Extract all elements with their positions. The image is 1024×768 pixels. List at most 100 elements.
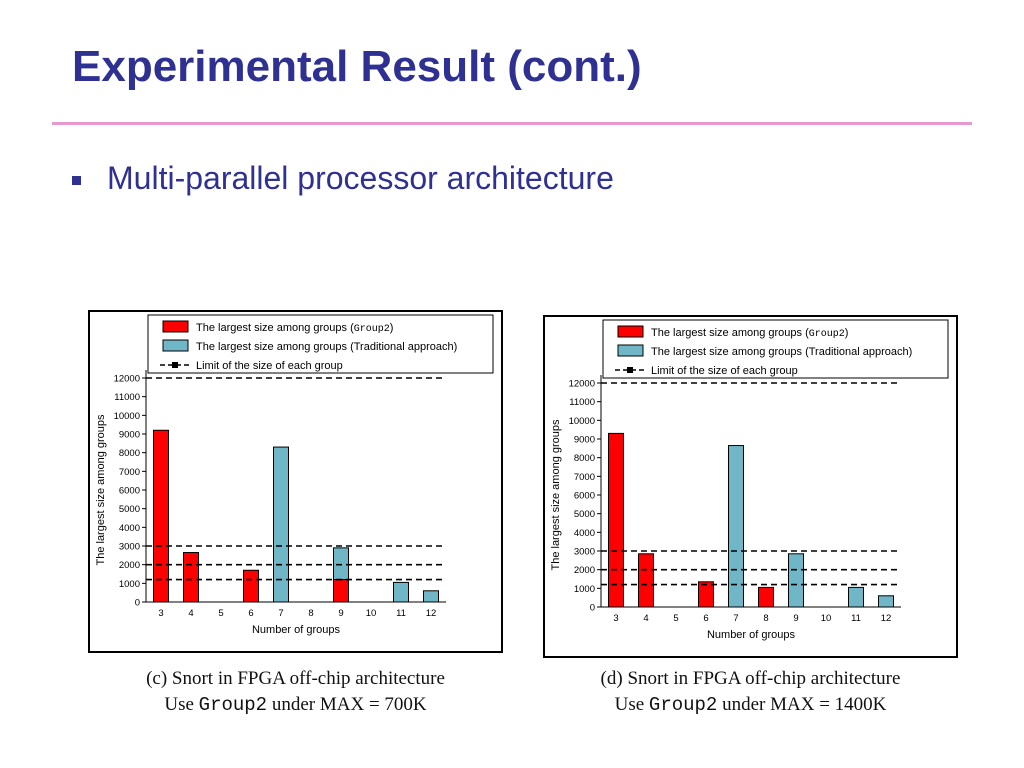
chart-panel-c: The largest size among groups (Group2) Th… [88, 310, 503, 653]
x-tick-label-11: 11 [396, 608, 406, 619]
bullet-square-icon [72, 176, 81, 185]
bar-traditional-7 [728, 445, 744, 608]
legend-swatch-0 [617, 325, 644, 338]
caption-d: (d) Snort in FPGA off-chip architecture … [543, 666, 958, 718]
y-tick-label-9000: 9000 [574, 435, 595, 446]
x-tick-label-3: 3 [158, 608, 163, 619]
legend-swatch-1 [617, 344, 644, 357]
legend-label-0: The largest size among groups (Group2) [651, 327, 848, 340]
legend-label-0: The largest size among groups (Group2) [196, 322, 393, 335]
legend-label-tail-0: ) [845, 327, 849, 339]
x-axis-title: Number of groups [707, 629, 796, 641]
x-tick-label-9: 9 [793, 613, 798, 624]
y-tick-label-5000: 5000 [119, 504, 140, 515]
x-tick-label-12: 12 [881, 613, 892, 624]
bar-traditional-9 [788, 553, 804, 608]
x-tick-label-6: 6 [248, 608, 253, 619]
y-tick-label-7000: 7000 [574, 472, 595, 483]
bar-traditional-11 [393, 581, 409, 603]
y-tick-label-8000: 8000 [119, 448, 140, 459]
y-tick-label-3000: 3000 [119, 542, 140, 553]
y-tick-label-11000: 11000 [114, 392, 140, 403]
slide-title: Experimental Result (cont.) [72, 42, 642, 91]
bar-traditional-11 [848, 586, 864, 608]
y-tick-label-8000: 8000 [574, 453, 595, 464]
legend-label-text-0: The largest size among groups ( [196, 322, 354, 334]
legend-label-text-1: The largest size among groups (Tradition… [651, 346, 912, 358]
legend-label-text-2: Limit of the size of each group [196, 360, 343, 372]
x-tick-label-7: 7 [278, 608, 283, 619]
x-tick-label-3: 3 [613, 613, 618, 624]
bar-traditional-7 [273, 446, 289, 603]
chart-panel-d: The largest size among groups (Group2) Th… [543, 315, 958, 658]
y-tick-label-4000: 4000 [119, 523, 140, 534]
bar-traditional-12 [878, 595, 894, 608]
legend-box [147, 314, 494, 374]
x-tick-label-4: 4 [188, 608, 193, 619]
bullet-text: Multi-parallel processor architecture [107, 160, 614, 196]
legend-label-text-0: The largest size among groups ( [651, 327, 809, 339]
y-tick-label-1000: 1000 [119, 579, 140, 590]
legend-label-text-2: Limit of the size of each group [651, 365, 798, 377]
bar-group2-3 [608, 432, 624, 608]
legend-limit-marker [172, 362, 178, 368]
caption-c-line1: (c) Snort in FPGA off-chip architecture [146, 668, 445, 689]
x-tick-label-11: 11 [851, 613, 861, 624]
y-tick-label-10000: 10000 [569, 416, 595, 427]
legend-swatch-0 [162, 320, 189, 333]
x-tick-label-8: 8 [308, 608, 313, 619]
caption-d-prefix: Use [614, 694, 649, 715]
chart-legend: The largest size among groups (Group2)Th… [147, 314, 494, 374]
x-tick-label-10: 10 [366, 608, 377, 619]
title-divider [52, 122, 972, 125]
bar-traditional-12 [423, 590, 439, 603]
bar-group2-3 [153, 429, 169, 603]
legend-label-2: Limit of the size of each group [196, 360, 343, 372]
y-tick-label-2000: 2000 [574, 565, 595, 576]
x-axis-title: Number of groups [252, 624, 341, 636]
y-tick-label-10000: 10000 [114, 411, 140, 422]
y-axis-title: The largest size among groups [550, 419, 562, 571]
bar-group2-8 [758, 586, 774, 608]
caption-c: (c) Snort in FPGA off-chip architecture … [88, 666, 503, 718]
legend-swatch-1 [162, 339, 189, 352]
x-tick-label-10: 10 [821, 613, 832, 624]
legend-label-2: Limit of the size of each group [651, 365, 798, 377]
legend-label-text-1: The largest size among groups (Tradition… [196, 341, 457, 353]
y-tick-label-11000: 11000 [569, 397, 595, 408]
legend-label-1: The largest size among groups (Tradition… [196, 341, 457, 353]
bar-group2-4 [638, 553, 654, 608]
bar-group2-4 [183, 552, 199, 603]
y-tick-label-12000: 12000 [569, 379, 595, 390]
legend-label-1: The largest size among groups (Tradition… [651, 346, 912, 358]
y-tick-label-3000: 3000 [574, 547, 595, 558]
x-tick-label-5: 5 [218, 608, 223, 619]
caption-d-line1: (d) Snort in FPGA off-chip architecture [600, 668, 901, 689]
legend-label-tail-0: ) [390, 322, 394, 334]
x-tick-label-7: 7 [733, 613, 738, 624]
y-axis-title: The largest size among groups [95, 414, 107, 566]
x-tick-label-4: 4 [643, 613, 648, 624]
bullet-item: Multi-parallel processor architecture [72, 160, 614, 197]
legend-limit-marker [627, 367, 633, 373]
y-tick-label-0: 0 [590, 603, 595, 614]
caption-c-code: Group2 [198, 694, 268, 716]
y-tick-label-4000: 4000 [574, 528, 595, 539]
y-tick-label-2000: 2000 [119, 560, 140, 571]
caption-d-suffix: under MAX = 1400K [717, 694, 887, 715]
bar-group2-6 [243, 569, 259, 603]
chart-d: The largest size among groups (Group2)Th… [543, 315, 958, 658]
y-tick-label-12000: 12000 [114, 374, 140, 385]
y-tick-label-6000: 6000 [574, 491, 595, 502]
y-tick-label-5000: 5000 [574, 509, 595, 520]
caption-c-line2: Use Group2 under MAX = 700K [88, 692, 503, 718]
chart-legend: The largest size among groups (Group2)Th… [602, 319, 949, 379]
x-tick-label-12: 12 [426, 608, 437, 619]
y-tick-label-7000: 7000 [119, 467, 140, 478]
caption-d-code: Group2 [648, 694, 718, 716]
y-tick-label-1000: 1000 [574, 584, 595, 595]
bar-group2-6 [698, 581, 714, 608]
y-tick-label-9000: 9000 [119, 430, 140, 441]
chart-c: The largest size among groups (Group2)Th… [88, 310, 503, 653]
bar-group2-9 [333, 579, 349, 603]
